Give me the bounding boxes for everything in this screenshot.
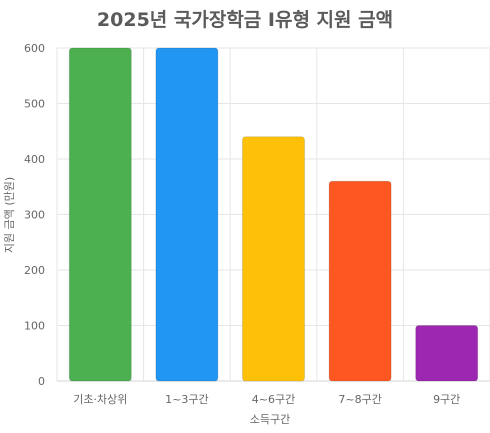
y-tick-label: 200 — [24, 264, 45, 277]
y-tick-label: 0 — [38, 375, 45, 388]
bar — [155, 47, 219, 382]
x-tick-label: 9구간 — [433, 393, 460, 406]
bar — [68, 47, 132, 382]
y-axis-ticks: 0 100 200 300 400 500 600 — [24, 42, 45, 388]
bar — [242, 136, 305, 382]
x-tick-label: 1~3구간 — [165, 393, 208, 406]
y-tick-label: 400 — [24, 153, 45, 166]
bar-layer — [68, 47, 479, 382]
y-tick-label: 300 — [24, 209, 45, 222]
x-axis-ticks: 기초·차상위 1~3구간 4~6구간 7~8구간 9구간 — [73, 393, 460, 406]
x-tick-label: 7~8구간 — [338, 393, 381, 406]
y-tick-label: 500 — [24, 98, 45, 111]
bar — [415, 325, 479, 382]
y-axis-label: 지원 금액 (만원) — [3, 177, 16, 253]
y-tick-label: 600 — [24, 42, 45, 55]
x-tick-label: 기초·차상위 — [73, 393, 127, 406]
bar — [328, 180, 392, 382]
x-axis-label: 소득구간 — [250, 413, 290, 426]
x-tick-label: 4~6구간 — [252, 393, 295, 406]
y-tick-label: 100 — [24, 320, 45, 333]
chart-title: 2025년 국가장학금 I유형 지원 금액 — [96, 9, 394, 31]
